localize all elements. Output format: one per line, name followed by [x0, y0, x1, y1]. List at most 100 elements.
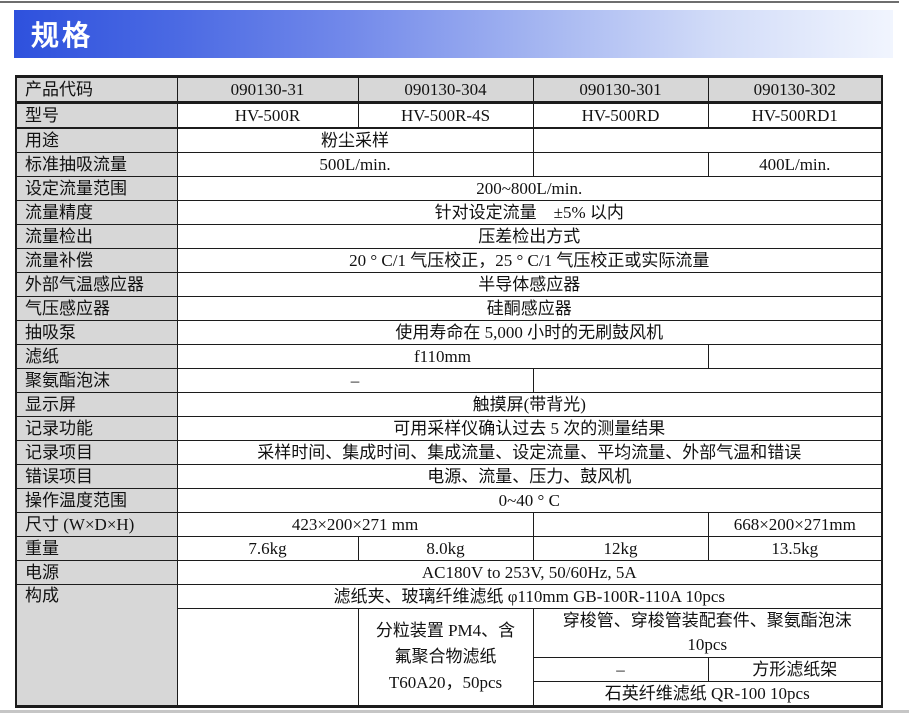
row-operating-temp: 操作温度范围 0~40 ° C — [15, 488, 883, 513]
page-title: 规格 — [31, 20, 94, 51]
display-value: 触摸屏(带背光) — [176, 392, 883, 417]
pu-foam-34 — [532, 368, 883, 393]
row-weight: 重量 7.6kg 8.0kg 12kg 13.5kg — [15, 536, 883, 561]
pu-foam-label: 聚氨酯泡沫 — [15, 368, 178, 393]
row-model: 型号 HV-500R HV-500R-4S HV-500RD HV-500RD1 — [15, 102, 883, 129]
record-items-value: 采样时间、集成时间、集成流量、设定流量、平均流量、外部气温和错误 — [176, 440, 883, 465]
standard-flow-4: 400L/min. — [707, 152, 883, 177]
composition-pm4-line1: 分粒装置 PM4、含 — [375, 621, 516, 640]
composition-square-holder: 方形滤纸架 — [707, 657, 883, 682]
dimensions-3 — [532, 512, 709, 537]
row-composition-holder: – 方形滤纸架 — [16, 657, 883, 682]
composition-label: 构成 — [15, 584, 178, 707]
filter-paper-4 — [707, 344, 883, 369]
row-pu-foam: 聚氨酯泡沫 – — [15, 368, 883, 393]
power-label: 电源 — [15, 560, 178, 585]
record-items-label: 记录项目 — [15, 440, 178, 465]
flow-detection-label: 流量检出 — [15, 224, 178, 249]
error-items-value: 电源、流量、压力、鼓风机 — [176, 464, 883, 489]
flow-accuracy-label: 流量精度 — [15, 200, 178, 225]
pressure-sensor-value: 硅酮感应器 — [176, 296, 883, 321]
flow-compensation-label: 流量补偿 — [15, 248, 178, 273]
composition-common: 滤纸夹、玻璃纤维滤纸 φ110mm GB-100R-110A 10pcs — [176, 584, 883, 609]
composition-shuttle-cell: 穿梭管、穿梭管装配套件、聚氨酯泡沫 10pcs — [532, 608, 883, 658]
pressure-sensor-label: 气压感应器 — [15, 296, 178, 321]
filter-paper-label: 滤纸 — [15, 344, 178, 369]
set-flow-range-label: 设定流量范围 — [15, 176, 178, 201]
ext-temp-sensor-label: 外部气温感应器 — [15, 272, 178, 297]
operating-temp-label: 操作温度范围 — [15, 488, 178, 513]
model-1: HV-500R — [176, 102, 359, 129]
composition-shuttle-line2: 10pcs — [687, 635, 728, 654]
row-flow-detection: 流量检出 压差检出方式 — [15, 224, 883, 249]
row-composition-accessories: 分粒装置 PM4、含 氟聚合物滤纸 T60A20，50pcs 穿梭管、穿梭管装配… — [16, 608, 883, 707]
row-product-code: 产品代码 090130-31 090130-304 090130-301 090… — [15, 76, 883, 104]
composition-pm4-line2: 氟聚合物滤纸 — [394, 647, 497, 666]
set-flow-range-value: 200~800L/min. — [176, 176, 883, 201]
pu-foam-12: – — [176, 368, 534, 393]
row-filter-paper: 滤纸 f110mm — [15, 344, 883, 369]
row-flow-compensation: 流量补偿 20 ° C/1 气压校正，25 ° C/1 气压校正或实际流量 — [15, 248, 883, 273]
row-usage: 用途 粉尘采样 — [15, 127, 883, 153]
usage-label: 用途 — [15, 127, 178, 153]
standard-flow-12: 500L/min. — [176, 152, 534, 177]
product-code-label: 产品代码 — [15, 76, 178, 104]
product-code-1: 090130-31 — [176, 76, 359, 104]
flow-compensation-value: 20 ° C/1 气压校正，25 ° C/1 气压校正或实际流量 — [176, 248, 883, 273]
display-label: 显示屏 — [15, 392, 178, 417]
error-items-label: 错误项目 — [15, 464, 178, 489]
page-title-bar: 规格 — [14, 10, 893, 58]
model-label: 型号 — [15, 102, 178, 129]
standard-flow-label: 标准抽吸流量 — [15, 152, 178, 177]
model-3: HV-500RD — [532, 102, 709, 129]
row-standard-flow: 标准抽吸流量 500L/min. 400L/min. — [15, 152, 883, 177]
usage-value-12: 粉尘采样 — [176, 127, 534, 153]
record-function-value: 可用采样仪确认过去 5 次的测量结果 — [176, 416, 883, 441]
row-error-items: 错误项目 电源、流量、压力、鼓风机 — [15, 464, 883, 489]
weight-4: 13.5kg — [707, 536, 883, 561]
dimensions-label: 尺寸 (W×D×H) — [15, 512, 178, 537]
product-code-2: 090130-304 — [357, 76, 534, 104]
row-pressure-sensor: 气压感应器 硅酮感应器 — [15, 296, 883, 321]
top-divider — [0, 1, 899, 3]
row-display: 显示屏 触摸屏(带背光) — [15, 392, 883, 417]
row-composition-quartz: 石英纤维滤纸 QR-100 10pcs — [16, 681, 883, 707]
bottom-divider — [0, 710, 909, 713]
suction-pump-value: 使用寿命在 5,000 小时的无刷鼓风机 — [176, 320, 883, 345]
weight-2: 8.0kg — [357, 536, 534, 561]
composition-pm4-line3: T60A20，50pcs — [388, 673, 503, 692]
suction-pump-label: 抽吸泵 — [15, 320, 178, 345]
row-record-items: 记录项目 采样时间、集成时间、集成流量、设定流量、平均流量、外部气温和错误 — [15, 440, 883, 465]
flow-accuracy-value: 针对设定流量 ±5% 以内 — [176, 200, 883, 225]
dimensions-12: 423×200×271 mm — [176, 512, 534, 537]
weight-1: 7.6kg — [176, 536, 359, 561]
row-set-flow-range: 设定流量范围 200~800L/min. — [15, 176, 883, 201]
flow-detection-value: 压差检出方式 — [176, 224, 883, 249]
model-2: HV-500R-4S — [357, 102, 534, 129]
row-dimensions: 尺寸 (W×D×H) 423×200×271 mm 668×200×271mm — [15, 512, 883, 537]
dimensions-4: 668×200×271mm — [707, 512, 883, 537]
model-4: HV-500RD1 — [707, 102, 883, 129]
ext-temp-sensor-value: 半导体感应器 — [176, 272, 883, 297]
product-code-3: 090130-301 — [532, 76, 709, 104]
power-value: AC180V to 253V, 50/60Hz, 5A — [176, 560, 883, 585]
weight-3: 12kg — [532, 536, 709, 561]
weight-label: 重量 — [15, 536, 178, 561]
composition-quartz: 石英纤维滤纸 QR-100 10pcs — [532, 681, 883, 707]
row-power: 电源 AC180V to 253V, 50/60Hz, 5A — [15, 560, 883, 585]
record-function-label: 记录功能 — [15, 416, 178, 441]
operating-temp-value: 0~40 ° C — [176, 488, 883, 513]
row-composition-common: 构成 滤纸夹、玻璃纤维滤纸 φ110mm GB-100R-110A 10pcs — [15, 584, 883, 707]
standard-flow-3 — [532, 152, 709, 177]
composition-pm4-cell: 分粒装置 PM4、含 氟聚合物滤纸 T60A20，50pcs — [357, 608, 534, 707]
composition-empty-col1 — [176, 608, 359, 707]
row-ext-temp-sensor: 外部气温感应器 半导体感应器 — [15, 272, 883, 297]
usage-value-34 — [532, 127, 883, 153]
row-flow-accuracy: 流量精度 针对设定流量 ±5% 以内 — [15, 200, 883, 225]
row-record-function: 记录功能 可用采样仪确认过去 5 次的测量结果 — [15, 416, 883, 441]
spec-table: 产品代码 090130-31 090130-304 090130-301 090… — [15, 75, 883, 708]
filter-paper-123: f110mm — [176, 344, 709, 369]
composition-shuttle-line1: 穿梭管、穿梭管装配套件、聚氨酯泡沫 — [562, 611, 852, 630]
composition-dash: – — [532, 657, 709, 682]
row-suction-pump: 抽吸泵 使用寿命在 5,000 小时的无刷鼓风机 — [15, 320, 883, 345]
